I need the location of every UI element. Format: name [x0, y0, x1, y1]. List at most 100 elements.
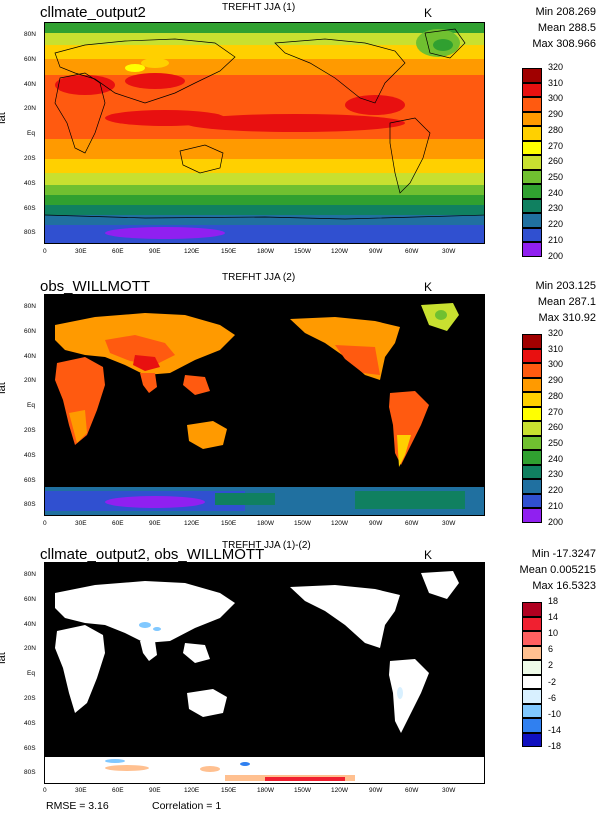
stat-max: Max 16.5323 [532, 580, 596, 592]
colorbar-swatch [522, 703, 542, 718]
stat-max: Max 308.966 [532, 38, 596, 50]
obs-map-svg [45, 295, 484, 515]
colorbar-label: 270 [548, 140, 564, 151]
colorbar: 320 310 300 290 280 270 260 250 240 230 220 210 200 [522, 62, 563, 261]
lon-tick: 60E [112, 248, 124, 255]
lat-tick: 60N [24, 328, 36, 335]
colorbar-swatch [522, 674, 542, 689]
lon-tick: 60W [405, 520, 419, 527]
colorbar-label: 210 [548, 234, 564, 245]
panel-units: K [424, 548, 433, 562]
colorbar-label: 240 [548, 453, 564, 464]
obs-panel: obs_WILLMOTT TREFHT JJA (2) K Min 203.12… [0, 270, 606, 540]
lon-tick: 0 [43, 520, 47, 527]
lon-tick: 0 [43, 248, 47, 255]
colorbar-label: 250 [548, 171, 564, 182]
lat-tick: 80S [24, 229, 36, 236]
lat-tick: Eq [27, 670, 35, 677]
lon-tick: 90E [149, 520, 161, 527]
colorbar-label: 290 [548, 109, 564, 120]
colorbar-label: -6 [548, 692, 557, 703]
colorbar-swatch [522, 242, 542, 257]
lon-tick: 90W [369, 520, 383, 527]
lat-tick: 60S [24, 205, 36, 212]
colorbar-label: 260 [548, 156, 564, 167]
colorbar-swatch [522, 97, 542, 112]
colorbar-swatch [522, 363, 542, 378]
correlation-label: Correlation = 1 [152, 800, 222, 812]
colorbar-swatch [522, 689, 542, 704]
colorbar-swatch [522, 348, 542, 363]
lon-tick: 150W [294, 248, 311, 255]
lon-tick: 60W [405, 787, 419, 794]
colorbar-swatch [522, 508, 542, 523]
lat-tick: Eq [27, 130, 35, 137]
colorbar-swatch [522, 406, 542, 421]
colorbar-label: 2 [548, 660, 554, 671]
colorbar-label: 280 [548, 390, 564, 401]
colorbar-label: 280 [548, 124, 564, 135]
lon-tick: 150E [221, 248, 237, 255]
model-map-svg [45, 23, 484, 243]
colorbar-swatch [522, 68, 542, 83]
colorbar-label: 260 [548, 422, 564, 433]
stat-max: Max 310.92 [538, 312, 596, 324]
colorbar-swatch [522, 732, 542, 747]
colorbar-swatch [522, 227, 542, 242]
colorbar-label: 300 [548, 93, 564, 104]
colorbar-label: 220 [548, 485, 564, 496]
lat-tick: 40S [24, 180, 36, 187]
colorbar-label: 6 [548, 644, 554, 655]
colorbar-label: 200 [548, 516, 564, 527]
colorbar-swatch [522, 421, 542, 436]
lon-tick: 90W [369, 248, 383, 255]
diff-panel: cllmate_output2, obs_WILLMOTT TREFHT JJA… [0, 540, 606, 810]
diff-map [44, 562, 485, 784]
lon-tick: 30W [442, 248, 456, 255]
lat-tick: 80N [24, 303, 36, 310]
model-panel: cllmate_output2 TREFHT JJA (1) K Min 208… [0, 0, 606, 270]
colorbar-label: 320 [548, 62, 564, 72]
lat-tick: 60N [24, 596, 36, 603]
lat-tick: 20N [24, 377, 36, 384]
panel-case-title: obs_WILLMOTT [40, 278, 151, 295]
lon-tick: 120W [331, 520, 348, 527]
stat-min: Min -17.3247 [531, 548, 596, 560]
colorbar: 18 14 10 6 2 -2 -6 -10 -14 -18 [522, 596, 561, 751]
lat-tick: 60S [24, 477, 36, 484]
stat-mean: Mean 0.005215 [519, 564, 596, 576]
colorbar-swatch [522, 169, 542, 184]
lon-tick: 120E [184, 787, 200, 794]
panel-variable-title: TREFHT JJA (2) [222, 272, 296, 283]
lon-tick: 180W [257, 248, 274, 255]
colorbar-label: 200 [548, 250, 564, 261]
lat-tick: 40S [24, 452, 36, 459]
stat-min: Min 203.125 [535, 280, 596, 292]
lon-tick: 90E [149, 248, 161, 255]
lon-tick: 0 [43, 787, 47, 794]
colorbar-swatch [522, 602, 542, 617]
panel-units: K [424, 6, 433, 20]
stat-mean: Mean 287.1 [537, 296, 596, 308]
colorbar-label: 10 [548, 628, 559, 639]
lat-tick: 20N [24, 105, 36, 112]
colorbar: 320 310 300 290 280 270 260 250 240 230 220 210 200 [522, 328, 563, 527]
panel-case-title: cllmate_output2 [40, 4, 146, 21]
panel-stats: Min 208.269 Mean 288.5 Max 308.966 [532, 4, 596, 52]
colorbar-label: 220 [548, 219, 564, 230]
lat-tick: 80N [24, 571, 36, 578]
colorbar-swatch [522, 464, 542, 479]
colorbar-swatch [522, 435, 542, 450]
colorbar-label: 310 [548, 77, 564, 88]
lat-tick: 20S [24, 695, 36, 702]
obs-map [44, 294, 485, 516]
colorbar-swatch [522, 645, 542, 660]
colorbar-swatch [522, 140, 542, 155]
panel-case-title: cllmate_output2, obs_WILLMOTT [40, 546, 265, 563]
colorbar-label: 320 [548, 328, 564, 338]
colorbar-swatch [522, 111, 542, 126]
colorbar-label: 230 [548, 203, 564, 214]
lon-tick: 60W [405, 248, 419, 255]
colorbar-label: 250 [548, 437, 564, 448]
lon-tick: 120W [331, 787, 348, 794]
